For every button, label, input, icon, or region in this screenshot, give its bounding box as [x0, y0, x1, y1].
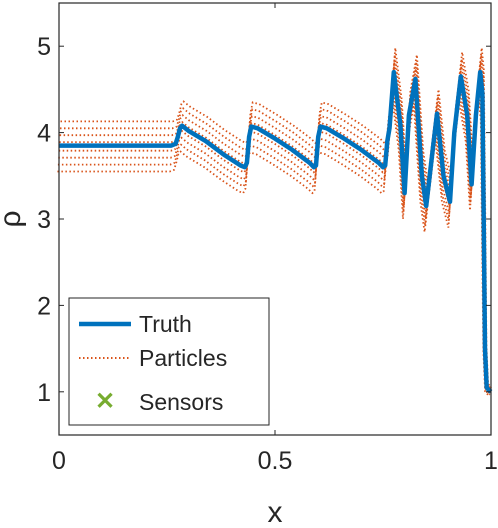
y-tick-label: 1: [37, 379, 51, 407]
truth-layer: [59, 69, 493, 394]
legend-box: [68, 297, 270, 426]
legend: Truth Particles ✕ Sensors: [68, 297, 270, 426]
y-tick-label: 4: [37, 120, 51, 148]
legend-particles-label: Particles: [139, 345, 227, 371]
legend-sensors-label: Sensors: [139, 389, 223, 415]
x-axis-label: x: [268, 496, 283, 528]
y-tick-label: 5: [37, 33, 51, 61]
x-tick-label: 1: [484, 447, 498, 475]
y-tick-label: 2: [37, 292, 51, 320]
legend-truth-label: Truth: [139, 311, 192, 337]
particle-line-1: [57, 97, 490, 397]
ticks-layer: 0 0.5 1 1 2 3 4 5: [37, 3, 498, 475]
y-tick-label: 3: [37, 206, 51, 234]
particle-line-8: [60, 47, 492, 389]
x-tick-label: 0: [52, 447, 66, 475]
particle-line-2: [57, 90, 491, 396]
x-tick-label: 0.5: [258, 447, 293, 475]
legend-sensors-marker: ✕: [95, 388, 115, 415]
y-axis-label: ρ: [0, 210, 27, 227]
truth-line: [59, 69, 493, 394]
